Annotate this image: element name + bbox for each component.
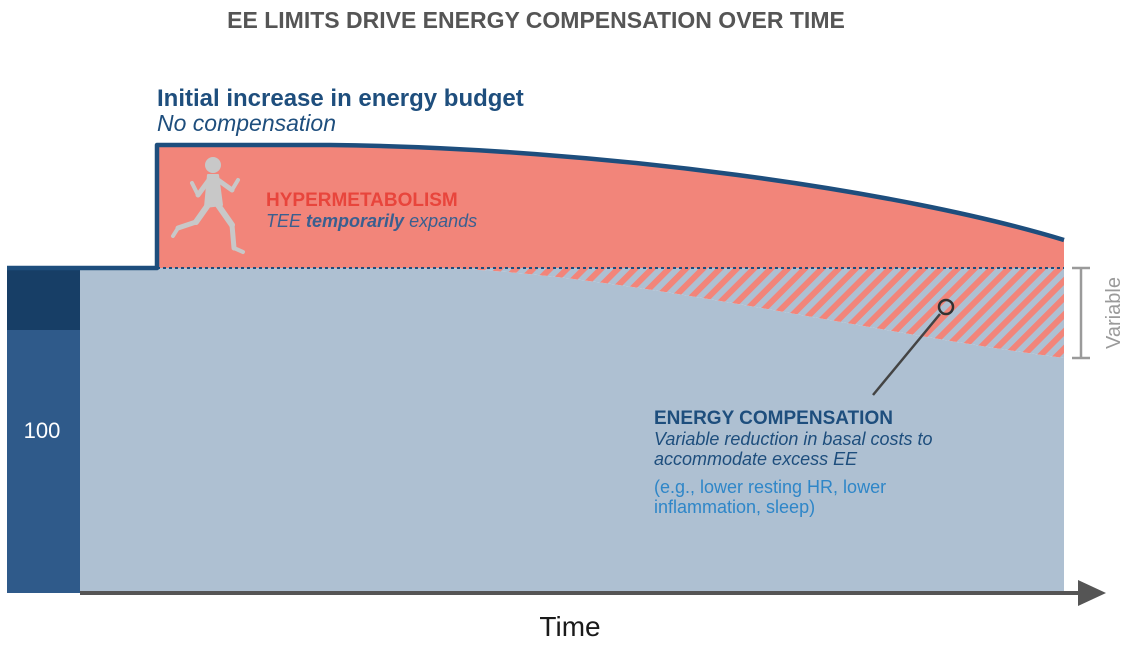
variable-bracket bbox=[1072, 266, 1090, 360]
x-axis-label: Time bbox=[539, 611, 600, 642]
compensation-hatched-area bbox=[420, 268, 1064, 358]
compensation-desc-line2: accommodate excess EE bbox=[654, 449, 858, 469]
hypermetabolism-subtitle-pre: TEE bbox=[266, 211, 306, 231]
hypermetabolism-subtitle-emphasis: temporarily bbox=[306, 211, 405, 231]
baseline-bar-top bbox=[7, 268, 80, 330]
hypermetabolism-subtitle: TEE temporarily expands bbox=[266, 211, 477, 231]
diagram-title: EE LIMITS DRIVE ENERGY COMPENSATION OVER… bbox=[227, 7, 845, 33]
variable-label: Variable bbox=[1103, 277, 1125, 349]
hypermetabolism-area bbox=[157, 145, 1064, 268]
compensation-example-line1: (e.g., lower resting HR, lower bbox=[654, 477, 886, 497]
baseline-column bbox=[7, 268, 80, 593]
baseline-value-label: 100 bbox=[24, 418, 61, 443]
compensation-desc-line1: Variable reduction in basal costs to bbox=[654, 429, 933, 449]
compensation-example-line2: inflammation, sleep) bbox=[654, 497, 815, 517]
energy-budget-line bbox=[7, 142, 1065, 271]
hypermetabolism-subtitle-post: expands bbox=[404, 211, 477, 231]
runner-icon bbox=[171, 157, 245, 254]
budget-subtitle: No compensation bbox=[157, 110, 336, 136]
basal-cost-area bbox=[80, 268, 1064, 593]
compensation-callout-pointer bbox=[872, 298, 955, 396]
arrow-right-icon bbox=[1078, 580, 1106, 606]
hypermetabolism-title: HYPERMETABOLISM bbox=[266, 190, 458, 211]
compensation-title: ENERGY COMPENSATION bbox=[654, 408, 893, 429]
budget-title: Initial increase in energy budget bbox=[157, 85, 524, 112]
